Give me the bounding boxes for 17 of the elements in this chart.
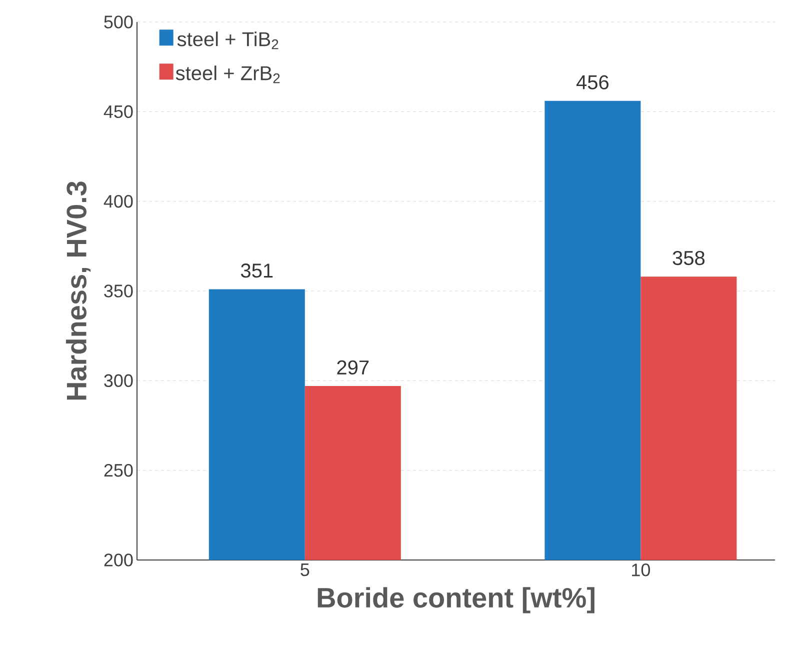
data-label: 358 (672, 250, 705, 266)
y-tick-label: 250 (104, 464, 133, 477)
data-label: 297 (337, 360, 369, 375)
x-tick-label: 10 (632, 564, 650, 576)
y-tick-label: 350 (104, 284, 133, 298)
y-axis-title: Hardness, HV0.3 (66, 182, 91, 400)
y-tick-label: 300 (104, 374, 133, 388)
legend-label: steel + ZrB$_{2}$ (176, 66, 280, 84)
x-axis-title: Boride content [wt%] (318, 587, 594, 614)
data-label: 456 (576, 75, 608, 90)
x-tick-label: 5 (300, 564, 310, 576)
y-tick-label: 200 (104, 554, 133, 566)
y-tick-label: 450 (104, 105, 133, 118)
legend-label: steel + TiB$_{2}$ (177, 32, 278, 50)
data-label: 351 (240, 264, 273, 278)
y-tick-label: 400 (104, 194, 133, 208)
y-tick-label: 500 (104, 16, 133, 28)
